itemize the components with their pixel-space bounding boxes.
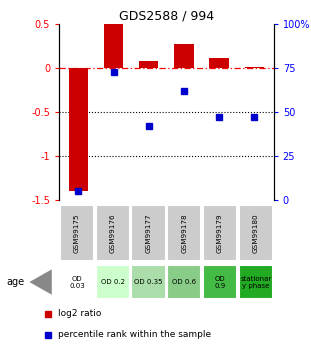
Text: stationar
y phase: stationar y phase [240, 276, 272, 288]
Bar [203, 205, 237, 261]
Text: GSM99179: GSM99179 [217, 213, 223, 253]
Bar [210, 58, 229, 68]
Text: GSM99180: GSM99180 [253, 213, 259, 253]
Text: OD
0.9: OD 0.9 [214, 276, 226, 288]
Bar [60, 205, 94, 261]
Bar [95, 265, 130, 299]
Bar [131, 205, 166, 261]
Text: GSM99177: GSM99177 [146, 213, 151, 253]
Bar [139, 61, 159, 68]
Polygon shape [29, 269, 52, 295]
Text: GSM99175: GSM99175 [74, 213, 80, 253]
Bar [104, 24, 123, 68]
Bar [239, 205, 273, 261]
Text: percentile rank within the sample: percentile rank within the sample [58, 330, 211, 339]
Text: log2 ratio: log2 ratio [58, 309, 101, 318]
Text: GSM99178: GSM99178 [181, 213, 187, 253]
Text: OD 0.6: OD 0.6 [172, 279, 196, 285]
Text: OD
0.03: OD 0.03 [69, 276, 85, 288]
Bar [245, 67, 264, 68]
Bar [239, 265, 273, 299]
Bar [174, 43, 194, 68]
Bar [60, 265, 94, 299]
Title: GDS2588 / 994: GDS2588 / 994 [119, 10, 214, 23]
Bar [167, 265, 202, 299]
Bar [95, 205, 130, 261]
Text: OD 0.2: OD 0.2 [101, 279, 125, 285]
Bar [203, 265, 237, 299]
Bar [131, 265, 166, 299]
Text: GSM99176: GSM99176 [110, 213, 116, 253]
Bar [69, 68, 88, 191]
Bar [167, 205, 202, 261]
Text: age: age [6, 277, 24, 287]
Text: OD 0.35: OD 0.35 [134, 279, 163, 285]
